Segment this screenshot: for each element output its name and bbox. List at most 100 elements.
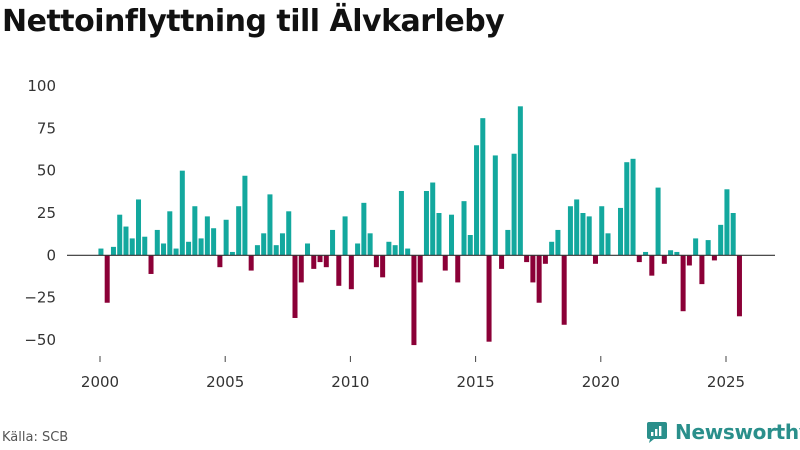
- bar[interactable]: [661, 255, 667, 264]
- bar[interactable]: [186, 241, 192, 256]
- bar[interactable]: [618, 207, 624, 256]
- bar[interactable]: [411, 255, 417, 346]
- bar[interactable]: [323, 255, 329, 268]
- bar[interactable]: [449, 214, 455, 256]
- bar[interactable]: [436, 213, 442, 256]
- bar[interactable]: [517, 106, 523, 256]
- bar[interactable]: [198, 238, 204, 256]
- bar[interactable]: [599, 206, 605, 256]
- bar[interactable]: [167, 211, 173, 256]
- bar[interactable]: [279, 233, 285, 256]
- bar[interactable]: [292, 255, 298, 318]
- bar[interactable]: [499, 255, 505, 269]
- bar[interactable]: [117, 214, 123, 256]
- bar[interactable]: [342, 216, 348, 256]
- bar[interactable]: [173, 248, 179, 256]
- bar[interactable]: [511, 153, 517, 256]
- bar[interactable]: [129, 238, 135, 256]
- bar[interactable]: [254, 245, 260, 256]
- bar[interactable]: [311, 255, 317, 269]
- bar[interactable]: [530, 255, 536, 283]
- bar[interactable]: [693, 238, 699, 256]
- bar[interactable]: [110, 246, 116, 256]
- bar[interactable]: [736, 255, 742, 317]
- bar[interactable]: [392, 245, 398, 256]
- bar[interactable]: [655, 187, 661, 256]
- bar[interactable]: [636, 255, 642, 263]
- bar[interactable]: [386, 241, 392, 256]
- bar[interactable]: [536, 255, 542, 303]
- bar[interactable]: [142, 236, 148, 256]
- bar[interactable]: [699, 255, 705, 285]
- bar[interactable]: [136, 199, 142, 256]
- bar[interactable]: [317, 255, 323, 263]
- bar[interactable]: [423, 190, 429, 256]
- bar[interactable]: [542, 255, 548, 264]
- bar[interactable]: [724, 189, 730, 256]
- bar[interactable]: [455, 255, 461, 283]
- bar[interactable]: [373, 255, 379, 268]
- bar[interactable]: [574, 199, 580, 256]
- bar[interactable]: [430, 182, 436, 256]
- bar[interactable]: [305, 243, 311, 256]
- bar[interactable]: [718, 224, 724, 256]
- bar[interactable]: [474, 145, 480, 256]
- bar[interactable]: [643, 251, 649, 256]
- bar[interactable]: [98, 248, 104, 256]
- bar[interactable]: [154, 229, 160, 256]
- bar[interactable]: [367, 233, 373, 256]
- bar[interactable]: [192, 206, 198, 256]
- bar[interactable]: [223, 219, 229, 256]
- bar[interactable]: [442, 255, 448, 271]
- bar[interactable]: [630, 158, 636, 256]
- bar[interactable]: [417, 255, 423, 283]
- bar[interactable]: [348, 255, 354, 290]
- bar[interactable]: [524, 255, 530, 263]
- newsworthy-logo[interactable]: Newsworthy: [645, 420, 800, 444]
- bar[interactable]: [680, 255, 686, 312]
- bar[interactable]: [355, 243, 361, 256]
- bar[interactable]: [104, 255, 110, 303]
- bar[interactable]: [267, 194, 273, 256]
- bar[interactable]: [123, 226, 129, 256]
- bar[interactable]: [217, 255, 223, 268]
- bar[interactable]: [486, 255, 492, 342]
- bar[interactable]: [592, 255, 598, 264]
- bar[interactable]: [161, 243, 167, 256]
- bar[interactable]: [286, 211, 292, 256]
- bar[interactable]: [668, 250, 674, 256]
- bar[interactable]: [730, 213, 736, 256]
- bar[interactable]: [405, 248, 411, 256]
- bar[interactable]: [398, 190, 404, 256]
- bar[interactable]: [567, 206, 573, 256]
- bar[interactable]: [674, 251, 680, 256]
- bar[interactable]: [649, 255, 655, 276]
- bar[interactable]: [467, 235, 473, 256]
- bar[interactable]: [330, 229, 336, 256]
- bar[interactable]: [580, 213, 586, 256]
- bar[interactable]: [505, 229, 511, 256]
- bar[interactable]: [549, 241, 555, 256]
- bar[interactable]: [204, 216, 210, 256]
- bar[interactable]: [211, 228, 217, 256]
- bar[interactable]: [361, 202, 367, 256]
- bar[interactable]: [711, 255, 717, 261]
- bar[interactable]: [561, 255, 567, 325]
- bar[interactable]: [148, 255, 154, 274]
- bar[interactable]: [179, 170, 185, 256]
- bar[interactable]: [480, 118, 486, 256]
- bar[interactable]: [586, 216, 592, 256]
- bar[interactable]: [555, 229, 561, 256]
- bar[interactable]: [229, 251, 235, 256]
- bar[interactable]: [705, 240, 711, 256]
- bar[interactable]: [336, 255, 342, 286]
- bar[interactable]: [461, 201, 467, 256]
- bar[interactable]: [242, 175, 248, 256]
- bar[interactable]: [380, 255, 386, 278]
- bar[interactable]: [492, 155, 498, 256]
- bar[interactable]: [236, 206, 242, 256]
- bar[interactable]: [624, 162, 630, 256]
- bar[interactable]: [298, 255, 304, 283]
- bar[interactable]: [248, 255, 254, 271]
- bar[interactable]: [686, 255, 692, 266]
